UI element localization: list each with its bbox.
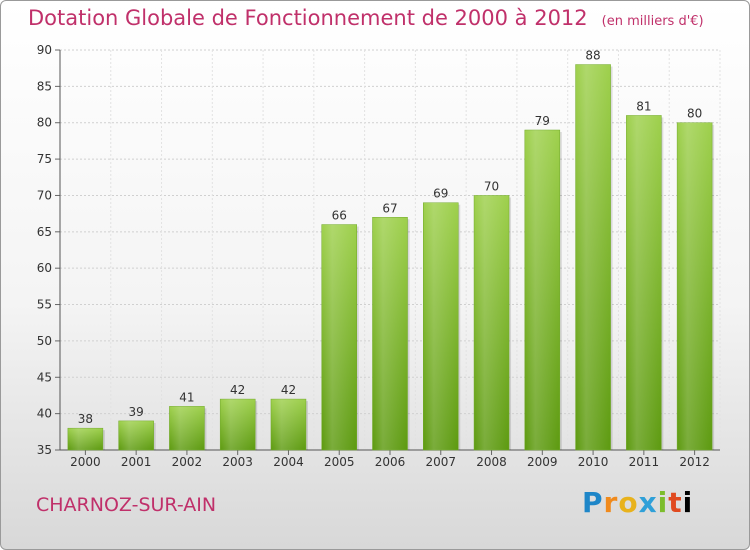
logo-letter: i	[682, 486, 694, 519]
data-label: 79	[535, 114, 550, 128]
commune-name: CHARNOZ-SUR-AIN	[36, 494, 217, 516]
y-tick-label: 45	[37, 370, 52, 384]
bar-highlight	[372, 217, 408, 450]
data-label: 70	[484, 179, 499, 193]
x-tick-label: 2004	[273, 455, 304, 469]
proxiti-logo: Proxiti	[582, 486, 693, 519]
chart-subtitle: (en milliers d'€)	[601, 14, 704, 29]
y-tick-label: 85	[37, 79, 52, 93]
bar-highlight	[67, 428, 103, 450]
y-tick-label: 40	[37, 407, 52, 421]
x-tick-label: 2010	[578, 455, 609, 469]
data-label: 67	[382, 201, 397, 215]
y-tick-label: 50	[37, 334, 52, 348]
y-tick-label: 60	[37, 261, 52, 275]
bar-highlight	[118, 420, 154, 450]
chart-title-text: Dotation Globale de Fonctionnement de 20…	[28, 6, 588, 30]
data-label: 66	[332, 209, 347, 223]
data-label: 88	[585, 49, 600, 63]
x-tick-label: 2001	[121, 455, 152, 469]
data-label: 42	[230, 383, 245, 397]
y-tick-label: 35	[37, 443, 52, 457]
logo-letter: t	[668, 486, 683, 519]
data-label: 80	[687, 107, 702, 121]
bar-highlight	[423, 202, 459, 450]
x-tick-label: 2006	[375, 455, 406, 469]
data-label: 42	[281, 383, 296, 397]
x-tick-label: 2005	[324, 455, 355, 469]
x-tick-label: 2009	[527, 455, 558, 469]
logo-letter: r	[603, 486, 619, 519]
data-label: 69	[433, 187, 448, 201]
y-tick-label: 80	[37, 116, 52, 130]
bar-highlight	[321, 224, 357, 450]
bar-highlight	[677, 122, 713, 451]
x-tick-label: 2011	[629, 455, 660, 469]
data-label: 38	[78, 412, 93, 426]
data-label: 41	[179, 390, 194, 404]
chart-title: Dotation Globale de Fonctionnement de 20…	[28, 6, 704, 30]
bar-highlight	[169, 406, 205, 450]
logo-letter: x	[638, 486, 658, 519]
y-tick-label: 90	[37, 43, 52, 57]
bar-highlight	[524, 130, 560, 450]
data-labels: 38 39 41 42 42 66 67 69 70 79 88 81 80	[78, 49, 703, 427]
x-tick-label: 2008	[476, 455, 507, 469]
data-label: 81	[636, 99, 651, 113]
x-tick-label: 2012	[679, 455, 710, 469]
logo-letter: o	[618, 486, 639, 519]
x-tick-label: 2002	[172, 455, 203, 469]
logo-letter: i	[657, 486, 669, 519]
logo-letter: P	[582, 486, 604, 519]
bar-highlight	[626, 115, 662, 451]
x-tick-label: 2000	[70, 455, 101, 469]
bar-highlight	[220, 399, 256, 450]
bar-highlight	[575, 64, 611, 450]
y-tick-label: 65	[37, 225, 52, 239]
y-tick-label: 75	[37, 152, 52, 166]
y-tick-label: 70	[37, 188, 52, 202]
y-tick-label: 55	[37, 298, 52, 312]
bar-highlight	[270, 399, 306, 450]
data-label: 39	[129, 405, 144, 419]
bars	[67, 64, 715, 451]
x-tick-label: 2003	[222, 455, 253, 469]
x-tick-label: 2007	[425, 455, 456, 469]
bar-highlight	[474, 195, 510, 450]
